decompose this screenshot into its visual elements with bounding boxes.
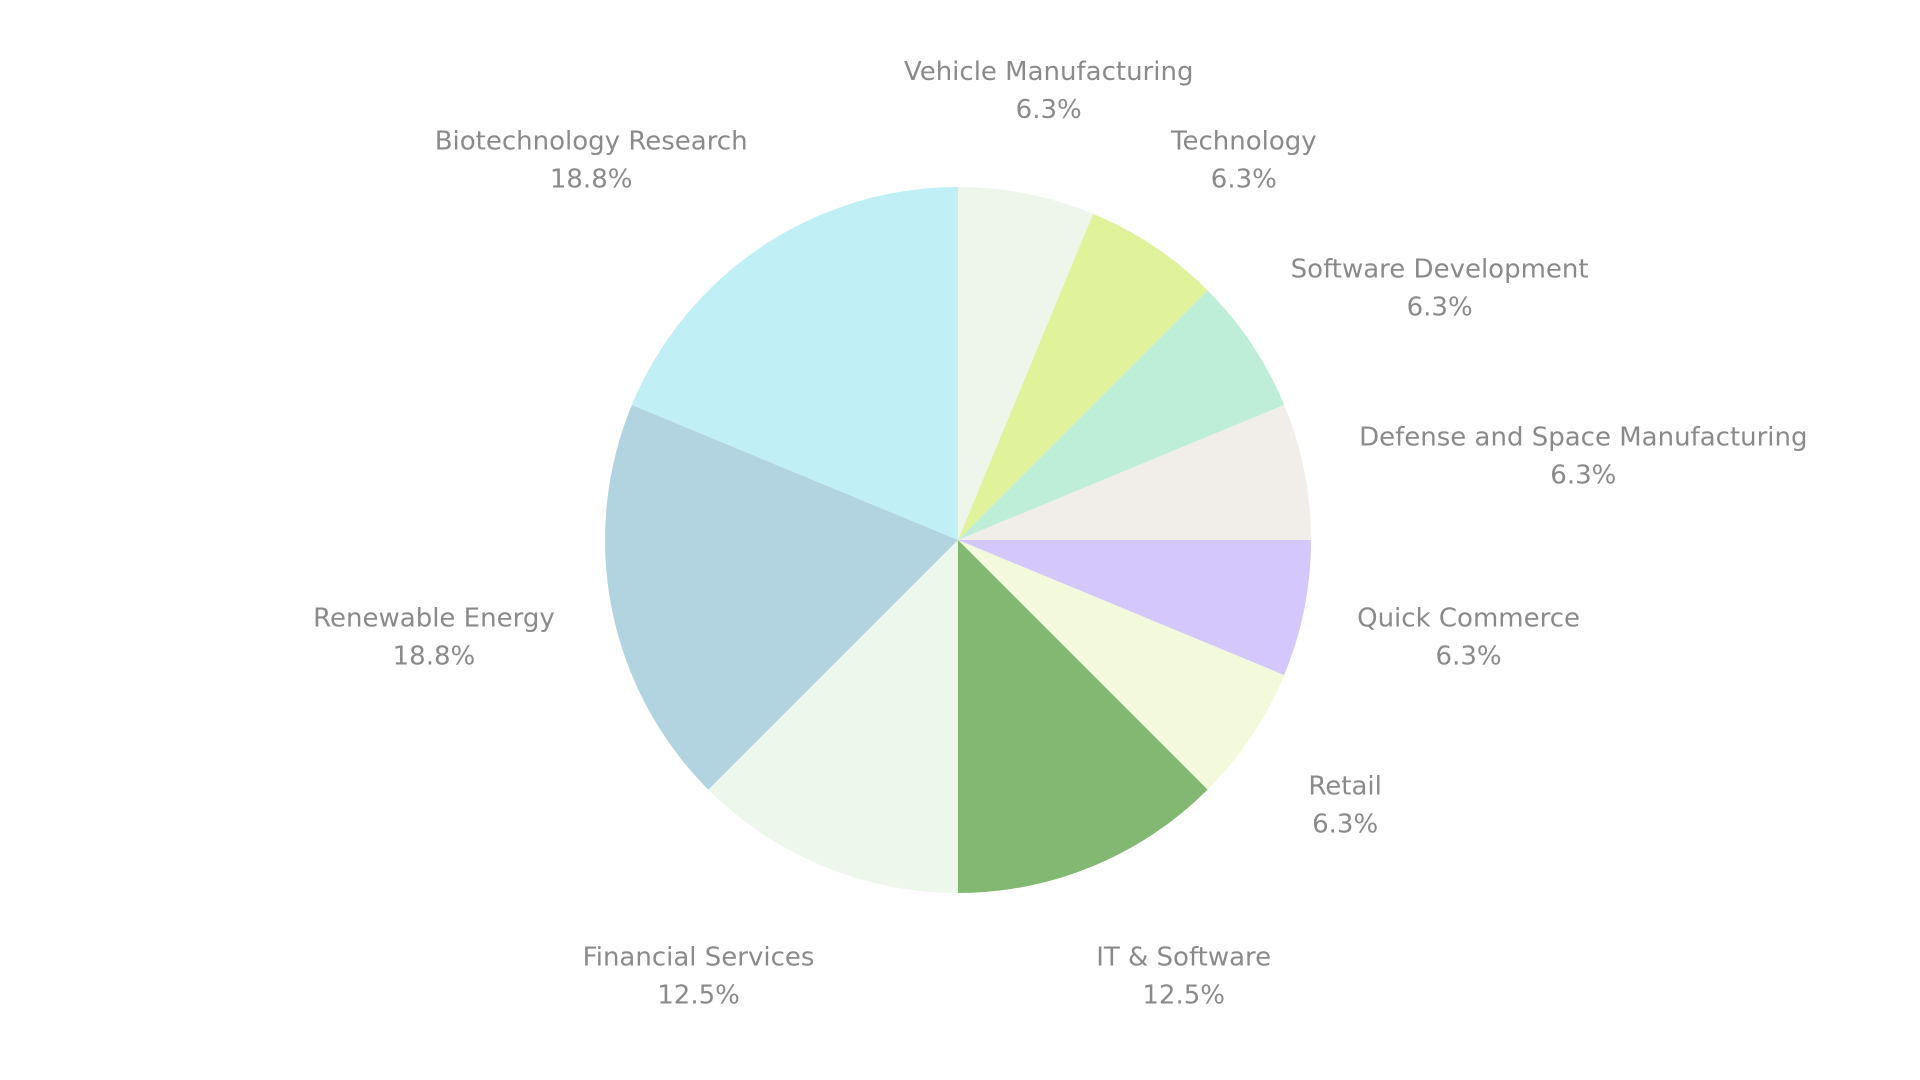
pie-slices (605, 187, 1311, 893)
pie-slice-technology (958, 213, 1208, 540)
pie-label-defense-and-space-manufacturing: Defense and Space Manufacturing 6.3% (1359, 422, 1807, 490)
pie-label-software-development: Software Development 6.3% (1291, 255, 1589, 323)
pie-label-biotechnology-research: Biotechnology Research 18.8% (435, 126, 748, 194)
pie-slice-biotechnology-research (631, 187, 958, 540)
pie-slice-defense-and-space-manufacturing (958, 404, 1311, 540)
pie-slice-software-development (958, 290, 1285, 540)
pie-slice-retail (958, 540, 1285, 790)
pie-slice-renewable-energy (605, 404, 958, 790)
pie-label-vehicle-manufacturing: Vehicle Manufacturing 6.3% (904, 57, 1194, 125)
pie-label-renewable-energy: Renewable Energy 18.8% (313, 604, 555, 672)
pie-slice-quick-commerce (958, 540, 1311, 676)
pie-slice-it-and-software (958, 540, 1208, 893)
pie-label-financial-services: Financial Services 12.5% (583, 943, 815, 1011)
pie-labels: Vehicle Manufacturing 6.3%Technology 6.3% S… (313, 57, 1807, 1011)
pie-slice-financial-services (708, 540, 958, 893)
pie-label-quick-commerce: Quick Commerce 6.3% (1357, 604, 1580, 672)
pie-slice-vehicle-manufacturing (958, 187, 1094, 540)
pie-label-it-and-software: IT & Software 12.5% (1096, 943, 1271, 1011)
pie-label-technology: Technology 6.3% (1170, 126, 1317, 194)
pie-label-retail: Retail 6.3% (1308, 771, 1381, 839)
